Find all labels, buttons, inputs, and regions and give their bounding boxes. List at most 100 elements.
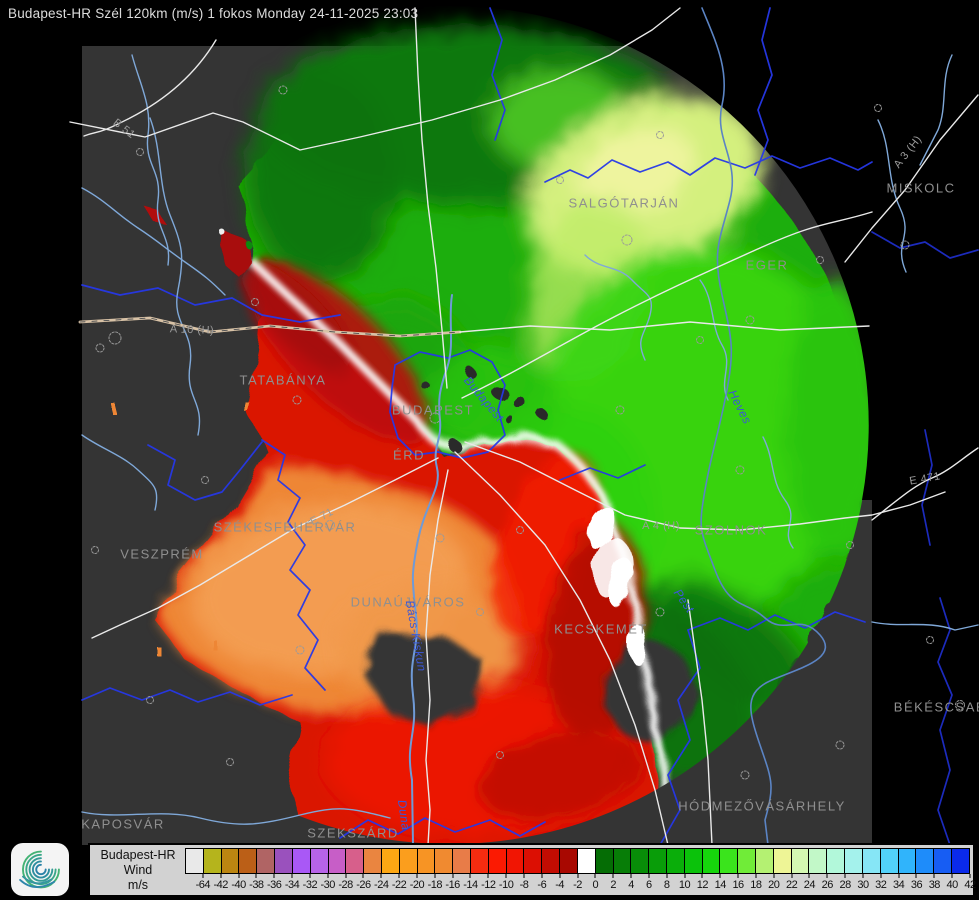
scale-tick bbox=[541, 874, 543, 878]
scale-tick bbox=[791, 874, 793, 878]
outer-borders bbox=[871, 231, 979, 846]
scale-tick bbox=[345, 874, 347, 878]
scale-tick bbox=[951, 874, 953, 878]
cyclone-spiral-icon bbox=[19, 850, 60, 889]
scale-label--40: -40 bbox=[231, 879, 246, 891]
color-scale-legend: Budapest-HR Wind m/s -64 -42 -40 -38 -36 -34-… bbox=[88, 843, 976, 897]
legend-product: Budapest-HR bbox=[100, 848, 176, 862]
scale-tick bbox=[452, 874, 454, 878]
scale-label--34: -34 bbox=[284, 879, 300, 891]
scale-label-10: 10 bbox=[678, 879, 691, 891]
scale-box-32 bbox=[862, 849, 881, 873]
river-tisza bbox=[700, 7, 827, 846]
scale-box-36 bbox=[898, 849, 917, 873]
scale-box--40 bbox=[221, 849, 240, 873]
scale-tick bbox=[969, 874, 971, 878]
scale-box--38 bbox=[239, 849, 258, 873]
scale-tick bbox=[469, 874, 471, 878]
scale-label-26: 26 bbox=[821, 879, 834, 891]
scale-box-26 bbox=[809, 849, 828, 873]
scale-tick bbox=[862, 874, 864, 878]
scale-tick bbox=[238, 874, 240, 878]
scale-tick bbox=[915, 874, 917, 878]
scale-box-38 bbox=[916, 849, 935, 873]
scale-box--16 bbox=[435, 849, 454, 873]
scale-tick bbox=[202, 874, 204, 878]
ground-clutter bbox=[424, 367, 548, 452]
scale-tick bbox=[327, 874, 329, 878]
scale-label-16: 16 bbox=[732, 879, 744, 891]
scale-tick bbox=[719, 874, 721, 878]
scale-box--24 bbox=[364, 849, 382, 873]
scale-tick bbox=[291, 874, 293, 878]
scale-label--6: -6 bbox=[537, 879, 547, 891]
scale-box-20 bbox=[756, 849, 774, 873]
scale-tick bbox=[844, 874, 846, 878]
scale-tick bbox=[416, 874, 418, 878]
scale-label--2: -2 bbox=[573, 879, 582, 891]
scale-label--20: -20 bbox=[409, 879, 425, 891]
scale-label-40: 40 bbox=[946, 879, 959, 891]
scale-box--28 bbox=[328, 849, 347, 873]
scale-tick bbox=[255, 874, 257, 878]
scale-tick bbox=[380, 874, 382, 878]
scale-box-18 bbox=[738, 849, 756, 873]
scale-tick bbox=[612, 874, 614, 878]
scale-tick bbox=[594, 874, 596, 878]
scale-box--2 bbox=[560, 849, 578, 873]
scale-label--24: -24 bbox=[374, 879, 389, 891]
scale-box-2 bbox=[595, 849, 614, 873]
no-echo-hole bbox=[362, 632, 482, 728]
scale-box-8 bbox=[649, 849, 667, 873]
scale-label-0: 0 bbox=[592, 879, 599, 891]
scale-label-8: 8 bbox=[663, 879, 670, 891]
scale-box--22 bbox=[381, 849, 400, 873]
scale-label-2: 2 bbox=[610, 879, 616, 891]
scale-box--10 bbox=[488, 849, 507, 873]
scale-tick bbox=[577, 874, 578, 878]
scale-tick bbox=[933, 874, 935, 878]
scale-label--30: -30 bbox=[320, 879, 336, 891]
scale-label-12: 12 bbox=[696, 879, 709, 891]
scale-label--38: -38 bbox=[249, 879, 264, 891]
legend-unit: m/s bbox=[127, 878, 149, 892]
color-scale: -64 -42 -40 -38 -36 -34 -32 -30 -28 -26 -24 -22 -20-… bbox=[185, 848, 976, 891]
scale-label-38: 38 bbox=[928, 879, 941, 891]
scale-label-6: 6 bbox=[646, 879, 652, 891]
scale-tick bbox=[648, 874, 650, 878]
scale-box-30 bbox=[845, 849, 863, 873]
scale-tick bbox=[362, 874, 364, 878]
scale-box--26 bbox=[346, 849, 365, 873]
scale-box-12 bbox=[684, 849, 703, 873]
roads bbox=[69, 7, 979, 846]
scale-label-18: 18 bbox=[750, 879, 762, 891]
scale-box-4 bbox=[613, 849, 632, 873]
map-linework bbox=[69, 7, 979, 846]
scale-label--32: -32 bbox=[302, 879, 318, 891]
scale-box-0 bbox=[577, 849, 596, 873]
scale-box-34 bbox=[880, 849, 899, 873]
scale-tick bbox=[880, 874, 882, 878]
scale-box--6 bbox=[524, 849, 543, 873]
scale-box--12 bbox=[471, 849, 489, 873]
scale-box-6 bbox=[631, 849, 650, 873]
scale-box-28 bbox=[827, 849, 846, 873]
scale-tick bbox=[220, 874, 222, 878]
scale-label--12: -12 bbox=[481, 879, 496, 891]
scale-label-34: 34 bbox=[893, 879, 905, 891]
scale-box-42 bbox=[951, 849, 969, 873]
scale-label--22: -22 bbox=[391, 879, 407, 891]
zero-isodop-band bbox=[247, 257, 682, 844]
scale-box-14 bbox=[702, 849, 721, 873]
scale-label--36: -36 bbox=[267, 879, 282, 891]
scale-tick bbox=[505, 874, 507, 878]
scale-label--28: -28 bbox=[338, 879, 353, 891]
river-danube bbox=[408, 294, 453, 846]
scale-box--36 bbox=[257, 849, 276, 873]
scale-box--14 bbox=[453, 849, 471, 873]
scale-tick bbox=[434, 874, 436, 878]
scale-label--26: -26 bbox=[356, 879, 371, 891]
legend-parameter: Wind bbox=[123, 863, 153, 877]
